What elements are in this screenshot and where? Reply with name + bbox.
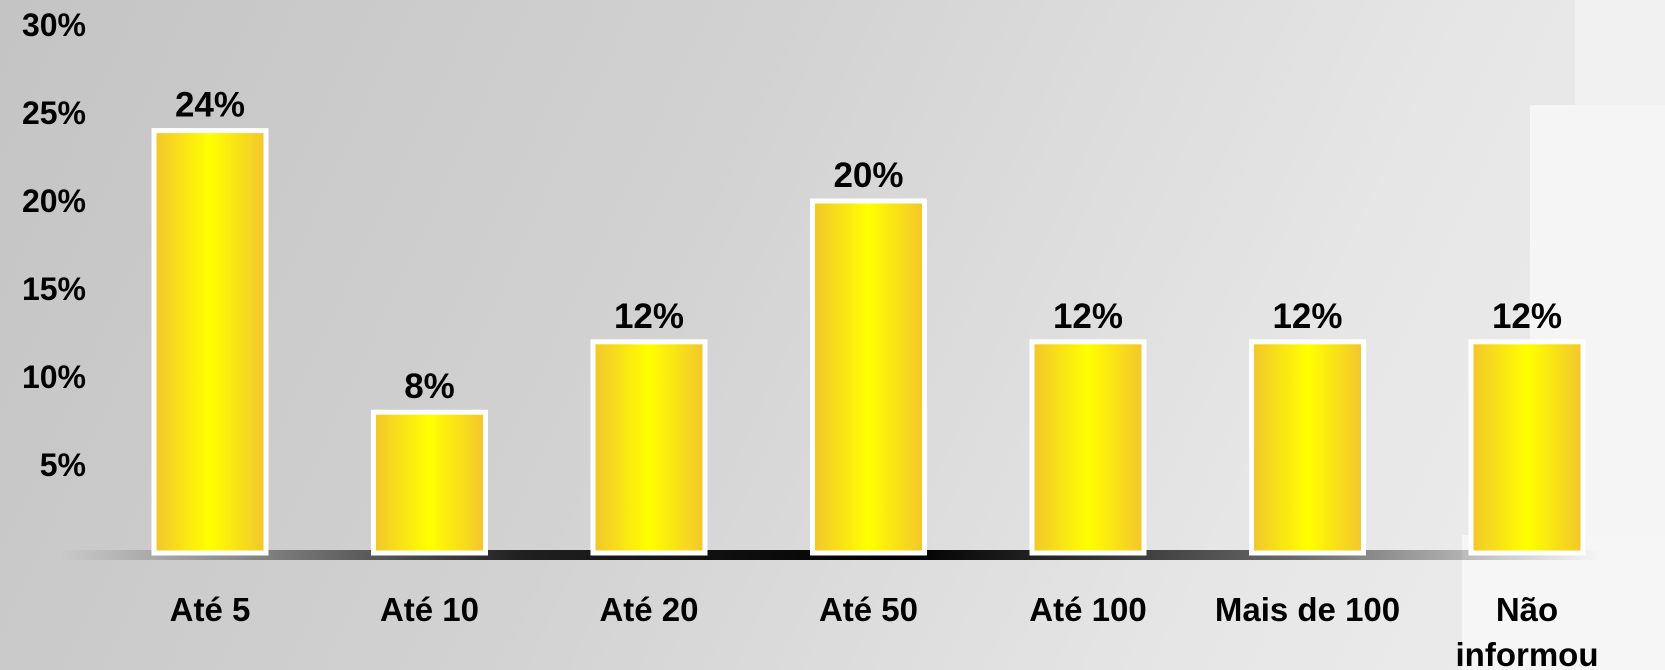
bar (810, 198, 927, 556)
x-tick-label: informou (1456, 636, 1599, 670)
data-label: 8% (404, 367, 455, 406)
bar (590, 339, 708, 556)
y-axis: 5% 10% 15% 20% 25% 30% (22, 7, 86, 483)
y-tick-label: 20% (22, 183, 86, 219)
x-tick-label: Até 50 (819, 591, 918, 628)
bar (1029, 339, 1147, 556)
y-tick-label: 10% (22, 359, 86, 395)
data-label: 12% (1053, 297, 1123, 336)
y-tick-label: 25% (22, 95, 86, 131)
bars (151, 128, 1586, 556)
x-tick-label: Até 5 (170, 591, 251, 628)
x-tick-label: Até 20 (599, 591, 698, 628)
bar (1249, 339, 1366, 556)
data-label: 12% (614, 297, 684, 336)
x-tick-label: Até 100 (1029, 591, 1146, 628)
bar (151, 128, 269, 556)
x-axis: Até 5 Até 10 Até 20 Até 50 Até 100 Mais de 10… (170, 591, 1599, 670)
bar (371, 409, 488, 556)
data-label: 12% (1272, 297, 1342, 336)
x-tick-label: Até 10 (380, 591, 479, 628)
y-tick-label: 15% (22, 271, 86, 307)
x-tick-label: Mais de 100 (1215, 591, 1400, 628)
y-tick-label: 5% (40, 447, 86, 483)
data-labels: 24% 8% 12% 20% 12% 12% 12% (175, 86, 1562, 407)
y-tick-label: 30% (22, 7, 86, 43)
x-tick-label: Não (1496, 591, 1558, 628)
bar (1468, 339, 1586, 556)
data-label: 24% (175, 86, 245, 125)
data-label: 20% (833, 156, 903, 195)
data-label: 12% (1492, 297, 1562, 336)
